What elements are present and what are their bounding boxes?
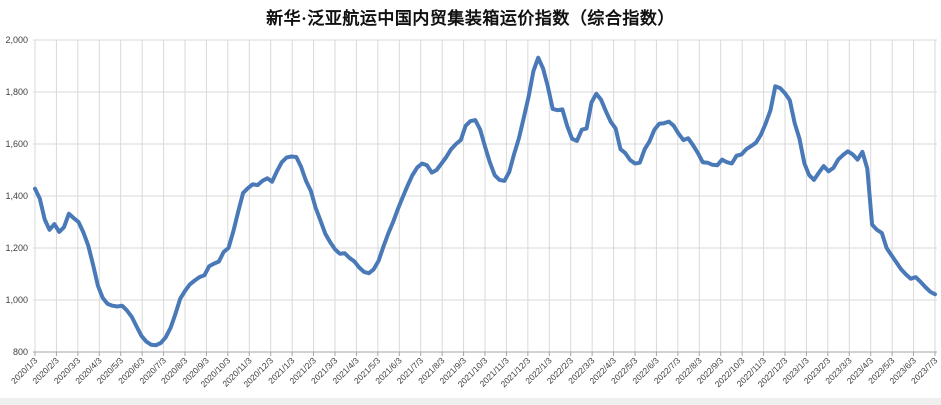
y-tick-label: 1,400 — [5, 191, 28, 201]
y-tick-label: 1,200 — [5, 243, 28, 253]
footer-strip — [0, 398, 941, 405]
chart-title: 新华·泛亚航运中国内贸集装箱运价指数（综合指数） — [266, 9, 675, 28]
x-axis-labels: 2020/1/32020/2/32020/3/32020/4/32020/5/3… — [9, 355, 940, 389]
gridlines — [34, 40, 936, 356]
index-line-series — [33, 55, 937, 348]
y-tick-label: 1,000 — [5, 295, 28, 305]
y-axis: 2,000 1,800 1,600 1,400 1,200 1,000 800 — [5, 35, 937, 357]
y-tick-label: 800 — [13, 347, 28, 357]
y-tick-label: 1,800 — [5, 87, 28, 97]
y-tick-label: 1,600 — [5, 139, 28, 149]
y-tick-label: 2,000 — [5, 35, 28, 45]
